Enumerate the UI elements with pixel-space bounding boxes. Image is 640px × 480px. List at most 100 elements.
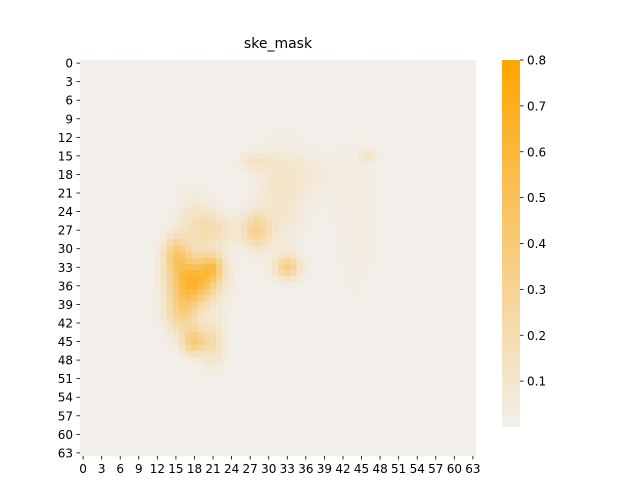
heatmap-cell	[160, 425, 167, 432]
heatmap-cell	[420, 134, 427, 141]
heatmap-cell	[296, 121, 304, 129]
heatmap-cell	[98, 344, 106, 352]
heatmap-cell	[216, 350, 223, 358]
heatmap-cell	[259, 270, 266, 277]
heatmap-cell	[315, 394, 322, 401]
heatmap-cell	[135, 307, 143, 314]
heatmap-cell	[86, 97, 93, 104]
heatmap-cell	[92, 220, 99, 228]
heatmap-cell	[339, 121, 347, 129]
heatmap-cell	[148, 443, 155, 451]
heatmap-cell	[259, 326, 266, 333]
heatmap-cell	[370, 301, 378, 308]
heatmap-cell	[247, 307, 254, 314]
heatmap-cell	[463, 258, 471, 265]
heatmap-cell	[209, 344, 217, 352]
heatmap-cell	[166, 251, 174, 259]
heatmap-cell	[203, 159, 211, 166]
heatmap-cell	[253, 443, 260, 451]
heatmap-cell	[438, 140, 446, 147]
heatmap-cell	[80, 189, 87, 197]
heatmap-cell	[179, 134, 186, 141]
heatmap-cell	[426, 412, 433, 420]
heatmap-cell	[191, 220, 198, 228]
heatmap-cell	[290, 264, 297, 271]
heatmap-cell	[358, 363, 365, 370]
heatmap-cell	[321, 214, 328, 222]
heatmap-cell	[333, 66, 341, 73]
heatmap-cell	[191, 152, 198, 160]
heatmap-cell	[209, 258, 217, 265]
heatmap-cell	[154, 72, 161, 79]
heatmap-cell	[166, 344, 174, 352]
heatmap-cell	[389, 412, 396, 420]
heatmap-cell	[469, 121, 477, 129]
heatmap-cell	[278, 183, 285, 191]
heatmap-cell	[407, 412, 415, 420]
heatmap-cell	[203, 425, 211, 432]
heatmap-cell	[414, 134, 421, 141]
heatmap-cell	[407, 326, 415, 333]
heatmap-cell	[259, 425, 266, 432]
heatmap-cell	[197, 196, 205, 203]
heatmap-cell	[92, 258, 99, 265]
heatmap-cell	[92, 332, 99, 339]
heatmap-cell	[197, 418, 205, 426]
heatmap-cell	[302, 326, 310, 333]
heatmap-cell	[284, 97, 291, 104]
heatmap-cell	[438, 146, 446, 154]
heatmap-cell	[315, 165, 322, 172]
heatmap-cell	[228, 159, 235, 166]
heatmap-cell	[296, 152, 304, 160]
heatmap-cell	[135, 406, 143, 413]
heatmap-cell	[228, 276, 235, 284]
heatmap-cell	[352, 214, 359, 222]
heatmap-cell	[278, 189, 285, 197]
heatmap-cell	[389, 134, 396, 141]
heatmap-cell	[339, 66, 347, 73]
heatmap-cell	[117, 239, 124, 246]
heatmap-cell	[172, 406, 180, 413]
heatmap-cell	[407, 227, 415, 234]
heatmap-cell	[432, 357, 440, 364]
heatmap-cell	[451, 326, 458, 333]
heatmap-cell	[92, 121, 99, 129]
heatmap-cell	[179, 449, 186, 457]
heatmap-cell	[110, 363, 118, 370]
heatmap-cell	[401, 375, 409, 383]
heatmap-cell	[203, 171, 211, 178]
heatmap-cell	[86, 282, 93, 290]
heatmap-cell	[191, 375, 198, 383]
heatmap-cell	[166, 437, 174, 444]
heatmap-cell	[209, 400, 217, 407]
heatmap-cell	[259, 202, 266, 209]
heatmap-cell	[172, 326, 180, 333]
heatmap-cell	[321, 400, 328, 407]
heatmap-cell	[209, 387, 217, 395]
heatmap-cell	[179, 165, 186, 172]
heatmap-cell	[389, 387, 396, 395]
heatmap-cell	[247, 146, 254, 154]
heatmap-cell	[451, 208, 458, 215]
heatmap-cell	[346, 84, 353, 92]
heatmap-cell	[451, 177, 458, 185]
heatmap-cell	[414, 307, 421, 314]
heatmap-cell	[179, 220, 186, 228]
heatmap-cell	[352, 338, 359, 345]
heatmap-cell	[240, 338, 248, 345]
heatmap-cell	[346, 338, 353, 345]
heatmap-cell	[395, 258, 403, 265]
heatmap-cell	[426, 319, 433, 327]
heatmap-cell	[278, 152, 285, 160]
heatmap-cell	[148, 307, 155, 314]
heatmap-cell	[451, 84, 458, 92]
heatmap-cell	[185, 239, 192, 246]
heatmap-cell	[265, 121, 273, 129]
heatmap-cell	[234, 109, 242, 116]
heatmap-cell	[389, 418, 396, 426]
heatmap-cell	[414, 152, 421, 160]
heatmap-cell	[185, 387, 192, 395]
heatmap-cell	[129, 159, 136, 166]
